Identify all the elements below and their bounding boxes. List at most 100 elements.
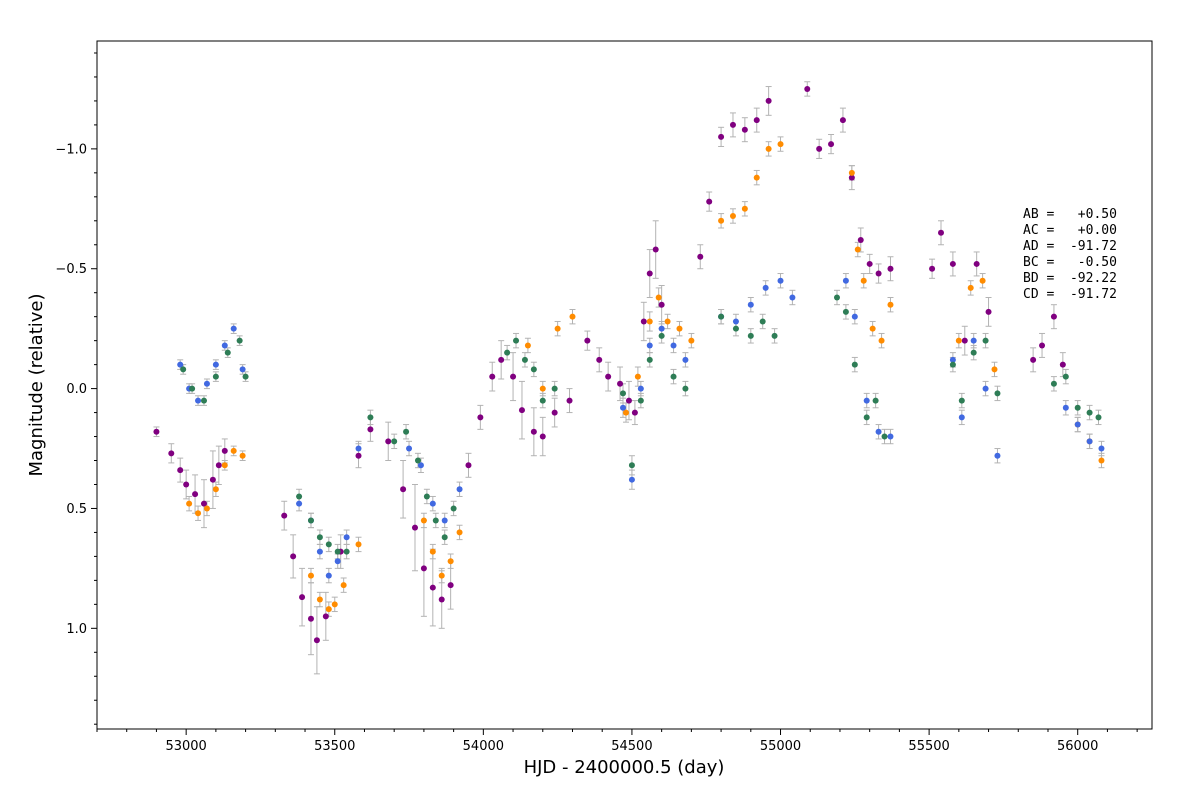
data-point-series-2 xyxy=(438,572,445,579)
data-point-series-1 xyxy=(420,565,427,572)
data-point-series-3 xyxy=(777,277,784,284)
annotation-cd: CD = -91.72 xyxy=(1023,287,1117,302)
data-point-series-4 xyxy=(1074,404,1081,411)
annotation-ab: AB = +0.50 xyxy=(1023,207,1117,222)
data-point-series-1 xyxy=(429,584,436,591)
data-point-series-3 xyxy=(343,534,350,541)
data-point-series-1 xyxy=(929,265,936,272)
data-point-series-3 xyxy=(646,342,653,349)
data-point-series-1 xyxy=(355,452,362,459)
data-point-series-1 xyxy=(518,407,525,414)
data-point-series-2 xyxy=(967,284,974,291)
data-point-series-3 xyxy=(637,385,644,392)
data-point-series-1 xyxy=(1059,361,1066,368)
data-point-series-1 xyxy=(215,462,222,469)
data-point-series-4 xyxy=(670,373,677,380)
data-point-series-4 xyxy=(316,534,323,541)
data-point-series-1 xyxy=(631,409,638,416)
plot-frame xyxy=(96,40,1153,730)
data-point-series-3 xyxy=(851,313,858,320)
data-point-series-4 xyxy=(732,325,739,332)
data-point-series-2 xyxy=(753,174,760,181)
data-point-series-1 xyxy=(938,229,944,236)
data-point-series-2 xyxy=(325,606,332,613)
data-point-series-4 xyxy=(872,397,879,404)
data-point-series-3 xyxy=(732,318,739,325)
data-point-series-4 xyxy=(863,414,870,421)
data-point-series-2 xyxy=(646,318,653,325)
data-point-series-2 xyxy=(860,277,867,284)
x-tick-label: 54500 xyxy=(611,739,652,754)
data-point-series-4 xyxy=(242,373,249,380)
data-point-series-2 xyxy=(212,486,219,493)
data-point-series-1 xyxy=(530,428,537,435)
data-point-series-4 xyxy=(994,390,1001,397)
data-point-series-2 xyxy=(688,337,695,344)
data-point-series-3 xyxy=(177,361,184,368)
data-point-series-4 xyxy=(343,548,350,555)
data-point-series-4 xyxy=(646,356,653,363)
data-point-series-2 xyxy=(524,342,531,349)
data-point-series-4 xyxy=(432,517,439,524)
data-point-series-3 xyxy=(212,361,219,368)
x-tick-label: 53000 xyxy=(165,739,206,754)
data-point-series-1 xyxy=(729,121,736,128)
data-point-series-4 xyxy=(982,337,989,344)
data-point-series-1 xyxy=(385,438,392,445)
data-point-series-3 xyxy=(456,486,463,493)
data-point-series-4 xyxy=(180,366,187,373)
data-point-series-1 xyxy=(1050,313,1057,320)
data-point-series-3 xyxy=(628,476,635,483)
data-point-series-4 xyxy=(334,548,341,555)
data-point-series-1 xyxy=(617,380,624,387)
data-point-series-2 xyxy=(230,447,237,454)
data-point-series-3 xyxy=(316,548,323,555)
data-point-series-1 xyxy=(961,337,968,344)
data-point-series-1 xyxy=(465,462,472,469)
data-point-series-1 xyxy=(605,373,612,380)
data-point-series-2 xyxy=(340,582,347,589)
data-point-series-1 xyxy=(209,476,216,483)
annotation-ac: AC = +0.00 xyxy=(1023,223,1117,238)
data-point-series-4 xyxy=(881,433,888,440)
data-point-series-3 xyxy=(1062,404,1069,411)
data-point-series-1 xyxy=(857,236,864,243)
data-point-series-4 xyxy=(504,349,511,356)
data-point-series-1 xyxy=(290,553,297,560)
data-point-series-1 xyxy=(477,414,484,421)
data-point-series-4 xyxy=(441,534,448,541)
y-tick-label: −0.5 xyxy=(55,262,87,277)
data-point-series-1 xyxy=(625,397,632,404)
data-point-series-1 xyxy=(652,246,659,253)
data-point-series-4 xyxy=(949,361,956,368)
data-point-series-2 xyxy=(239,452,246,459)
data-point-series-4 xyxy=(189,385,196,392)
data-point-series-1 xyxy=(200,500,207,507)
data-point-series-4 xyxy=(747,332,754,339)
data-point-series-2 xyxy=(203,505,210,512)
data-point-series-1 xyxy=(177,467,184,474)
data-point-series-4 xyxy=(296,493,303,500)
data-point-series-4 xyxy=(367,414,374,421)
data-point-series-1 xyxy=(765,97,772,104)
data-point-series-2 xyxy=(355,541,362,548)
data-point-series-4 xyxy=(1050,380,1057,387)
data-point-series-1 xyxy=(718,133,725,140)
y-tick-label: −1.0 xyxy=(55,142,87,157)
data-point-series-4 xyxy=(1086,409,1093,416)
data-point-series-3 xyxy=(417,462,424,469)
data-point-series-2 xyxy=(765,145,772,152)
data-point-series-1 xyxy=(658,301,665,308)
data-point-series-4 xyxy=(637,397,644,404)
y-axis-label: Magnitude (relative) xyxy=(26,293,47,476)
x-tick-label: 56000 xyxy=(1057,739,1098,754)
data-point-series-1 xyxy=(367,426,374,433)
data-point-series-1 xyxy=(192,491,199,498)
annotation-bd: BD = -92.22 xyxy=(1023,271,1117,286)
annotation-ad: AD = -91.72 xyxy=(1023,239,1117,254)
data-point-series-4 xyxy=(1062,373,1069,380)
y-tick-label: 0.0 xyxy=(66,382,87,397)
data-point-series-3 xyxy=(441,517,448,524)
data-point-series-1 xyxy=(153,428,160,435)
y-tick-label: 1.0 xyxy=(66,622,87,637)
